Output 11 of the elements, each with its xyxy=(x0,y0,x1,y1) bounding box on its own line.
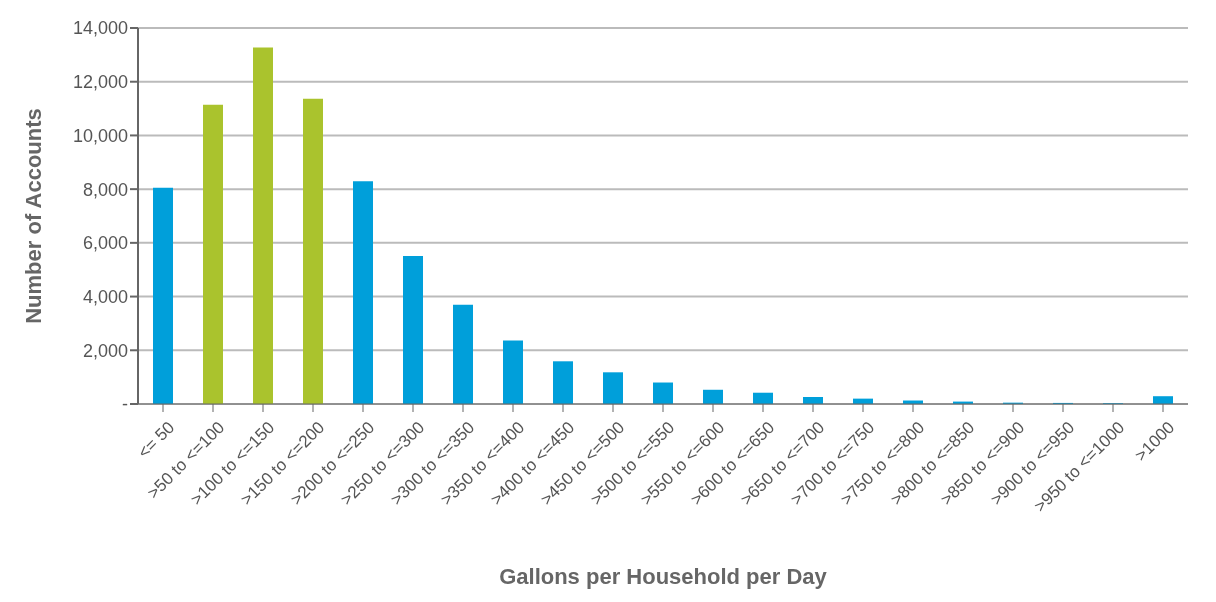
y-tick-label: 6,000 xyxy=(82,233,128,254)
y-tick-label: 8,000 xyxy=(82,179,128,200)
y-tick-label: 12,000 xyxy=(72,72,128,93)
x-tick-label: <= 50 xyxy=(134,417,179,463)
y-tick-label: 14,000 xyxy=(72,18,128,39)
y-tick-label: 4,000 xyxy=(82,286,128,307)
y-tick-label: 2,000 xyxy=(82,340,128,361)
y-tick-label: 10,000 xyxy=(72,125,128,146)
x-axis-title: Gallons per Household per Day xyxy=(499,564,828,589)
y-tick-label: - xyxy=(122,394,128,415)
y-axis-title: Number of Accounts xyxy=(20,108,46,324)
